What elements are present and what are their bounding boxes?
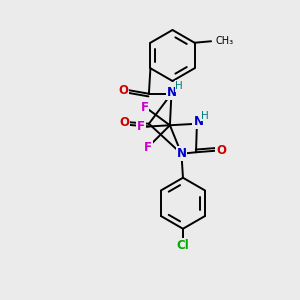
Text: F: F: [140, 101, 148, 114]
Text: N: N: [167, 86, 177, 99]
Text: CH₃: CH₃: [216, 36, 234, 46]
Text: O: O: [119, 116, 129, 129]
Text: N: N: [194, 116, 203, 128]
Text: O: O: [118, 84, 128, 97]
Text: N: N: [176, 147, 187, 160]
Text: H: H: [201, 111, 209, 121]
Text: O: O: [216, 144, 226, 157]
Text: F: F: [144, 141, 152, 154]
Text: Cl: Cl: [177, 239, 189, 252]
Text: F: F: [137, 120, 145, 133]
Text: H: H: [175, 81, 183, 91]
